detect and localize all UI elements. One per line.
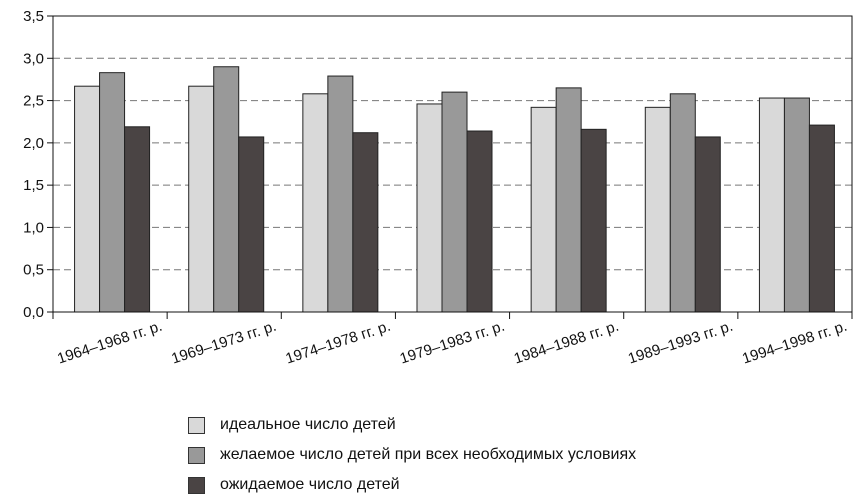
y-tick-label: 2,0 xyxy=(23,135,44,152)
x-axis-labels: 1964–1968 гг. р. 1969–1973 гг. р. 1974–197… xyxy=(55,318,849,368)
bars xyxy=(74,66,835,313)
plot-frame xyxy=(52,15,853,313)
bar-2 xyxy=(441,91,468,313)
bar-2 xyxy=(783,97,810,313)
y-tick-label: 3,0 xyxy=(23,50,44,67)
bar-1 xyxy=(302,93,329,313)
legend-swatch-expected xyxy=(188,476,205,494)
x-category-label: 1979–1983 гг. р. xyxy=(398,318,507,368)
legend-swatch-desired xyxy=(188,446,205,464)
legend: идеальное число детей желаемое число дет… xyxy=(188,410,636,500)
x-category-label: 1974–1978 гг. р. xyxy=(284,318,393,368)
y-tick-label: 1,0 xyxy=(23,219,44,236)
bar-1 xyxy=(74,85,101,313)
y-tick-label: 2,5 xyxy=(23,93,44,110)
legend-item-desired: желаемое число детей при всех необходимы… xyxy=(188,440,636,470)
y-tick-label: 3,5 xyxy=(23,8,44,25)
bar-1 xyxy=(530,106,557,313)
x-category-label: 1969–1973 гг. р. xyxy=(169,318,278,368)
y-tick-label: 0,5 xyxy=(23,262,44,279)
bar-2 xyxy=(327,75,354,313)
bar-3 xyxy=(352,132,379,313)
bar-2 xyxy=(669,93,696,313)
bar-2 xyxy=(555,87,582,313)
y-axis-ticks: 0,0 0,5 1,0 1,5 2,0 2,5 3,0 3,5 xyxy=(23,8,53,321)
x-category-label: 1984–1988 гг. р. xyxy=(512,318,621,368)
x-category-label: 1989–1993 гг. р. xyxy=(626,318,735,368)
bar-2 xyxy=(99,72,126,313)
legend-label-expected: ожидаемое число детей xyxy=(220,476,400,493)
bar-1 xyxy=(416,103,443,313)
legend-item-expected: ожидаемое число детей xyxy=(188,470,636,500)
axes xyxy=(52,15,853,319)
bar-3 xyxy=(808,124,835,313)
bar-1 xyxy=(644,106,671,313)
legend-swatch-ideal xyxy=(188,416,205,434)
bar-1 xyxy=(758,97,785,313)
x-category-label: 1964–1968 гг. р. xyxy=(55,318,164,368)
legend-label-ideal: идеальное число детей xyxy=(220,416,396,433)
legend-item-ideal: идеальное число детей xyxy=(188,410,636,440)
bar-3 xyxy=(466,130,493,313)
bar-1 xyxy=(188,85,215,313)
bar-3 xyxy=(238,136,265,313)
bar-3 xyxy=(580,128,607,313)
y-tick-label: 1,5 xyxy=(23,177,44,194)
y-tick-label: 0,0 xyxy=(23,304,44,321)
legend-label-desired: желаемое число детей при всех необходимы… xyxy=(220,446,637,463)
x-category-label: 1994–1998 гг. р. xyxy=(740,318,849,368)
bar-3 xyxy=(694,136,721,313)
bar-3 xyxy=(124,126,151,313)
bar-2 xyxy=(213,66,240,313)
